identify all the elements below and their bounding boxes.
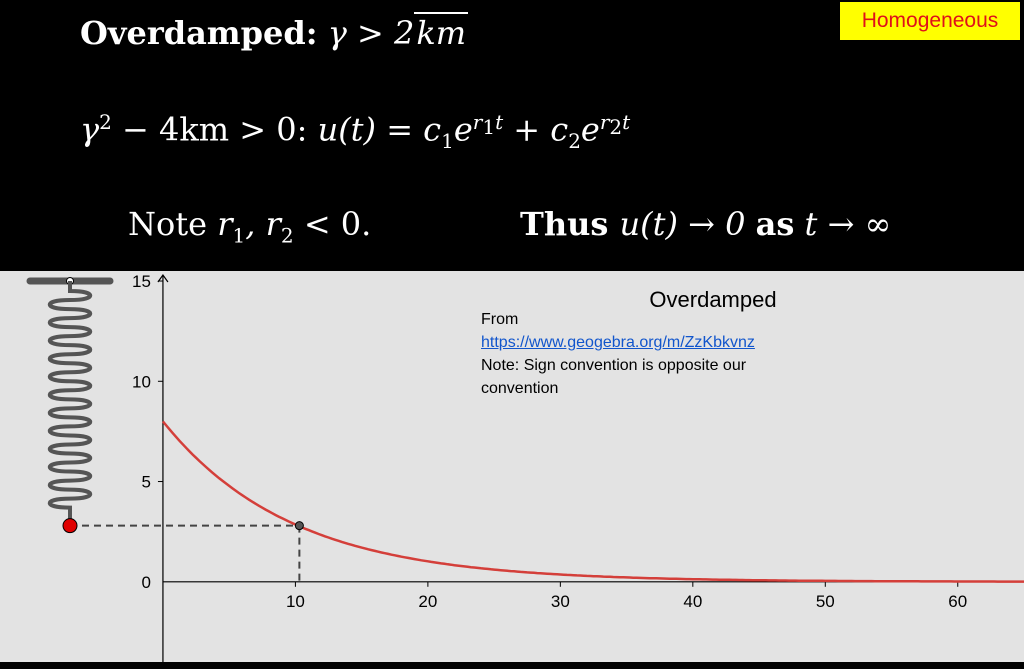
slide-header: Homogeneous Overdamped: γ > 2km γ2 − 4km…: [0, 0, 1024, 271]
x-tick-label-30: 30: [551, 592, 570, 611]
r2: , r: [245, 205, 281, 243]
y-tick-label-0: 0: [141, 573, 150, 592]
exp2-sub: 2: [609, 115, 623, 139]
x-tick-label-10: 10: [286, 592, 305, 611]
x-tick-label-20: 20: [418, 592, 437, 611]
c1-sub: 1: [441, 129, 454, 154]
as-word: as: [755, 205, 795, 243]
exp1: r1t: [472, 110, 504, 139]
note-word: Note: [128, 205, 218, 243]
limit-expr: u(t) → 0: [619, 205, 756, 243]
gamma-exp: 2: [99, 110, 112, 134]
series-curve: [161, 420, 1024, 583]
from-text: From: [481, 311, 519, 328]
exp2-r: r: [599, 110, 610, 134]
y-tick-label-5: 5: [141, 473, 150, 492]
source-note: From https://www.geogebra.org/m/ZzKbkvnz…: [481, 308, 821, 400]
curve-marker-point: [294, 521, 304, 531]
e2: e: [580, 110, 600, 149]
solution-equation: γ2 − 4km > 0: u(t) = c1er1t + c2er2t: [80, 110, 630, 153]
geogebra-link[interactable]: https://www.geogebra.org/m/ZzKbkvnz: [481, 334, 755, 351]
discriminant: − 4km > 0:: [111, 110, 318, 149]
c2-sub: 2: [568, 129, 581, 154]
x-tick-label-60: 60: [948, 592, 967, 611]
overdamped-chart: 10 20 30 40 50 60 0 5 10 15 Overdamped: [26, 272, 1024, 662]
r1-sub: 1: [232, 223, 246, 248]
exp2: r2t: [599, 110, 631, 139]
t-to-infinity: t → ∞: [794, 205, 892, 243]
u-of-t: u(t) = c: [317, 110, 442, 149]
r2-sub: 2: [280, 223, 294, 248]
x-tick-label-50: 50: [816, 592, 835, 611]
overdamped-condition: Overdamped: γ > 2km: [80, 12, 469, 52]
gamma: γ: [80, 110, 100, 149]
overdamped-label: Overdamped:: [80, 14, 318, 52]
exp2-t: t: [622, 110, 631, 134]
plus-c: + c: [503, 110, 569, 149]
spring-mass: [62, 518, 78, 534]
geogebra-panel: 10 20 30 40 50 60 0 5 10 15 Overdamped From https:…: [0, 271, 1024, 662]
y-tick-label-10: 10: [132, 372, 151, 391]
exp1-r: r: [472, 110, 483, 134]
roots-negative: < 0.: [293, 205, 372, 243]
note-roots: Note r1, r2 < 0.: [128, 205, 371, 247]
thus-limit: Thus u(t) → 0 as t → ∞: [520, 205, 891, 243]
sign-convention-note: Note: Sign convention is opposite our co…: [481, 357, 747, 397]
exp1-sub: 1: [482, 115, 496, 139]
bottom-bar: [0, 662, 1024, 669]
y-tick-label-15: 15: [132, 272, 151, 291]
x-tick-label-40: 40: [683, 592, 702, 611]
exp1-t: t: [495, 110, 504, 134]
homogeneous-tag: Homogeneous: [840, 2, 1020, 40]
spring-coil: [47, 281, 93, 526]
thus-word: Thus: [520, 205, 620, 243]
sqrt-km: km: [414, 12, 469, 52]
e1: e: [453, 110, 473, 149]
condition-text: γ > 2: [327, 14, 415, 52]
r1: r: [217, 205, 233, 243]
chart-title: Overdamped: [649, 287, 776, 312]
sqrt-content: km: [416, 14, 467, 52]
y-axis-arrow: [157, 273, 169, 283]
